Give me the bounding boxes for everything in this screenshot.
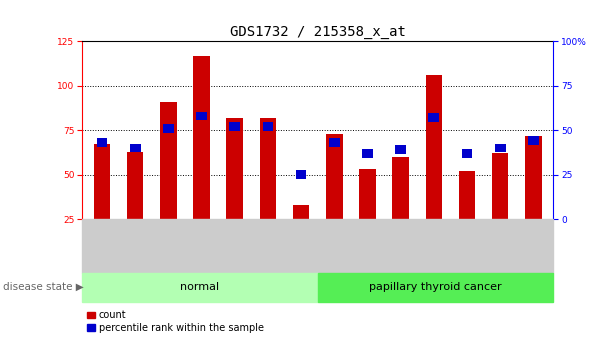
Bar: [229, 122, 240, 131]
Bar: [97, 138, 108, 147]
Bar: [196, 111, 207, 120]
Bar: [94, 145, 110, 219]
Bar: [293, 205, 309, 219]
Bar: [160, 102, 177, 219]
Bar: [130, 144, 140, 152]
Bar: [127, 151, 143, 219]
Bar: [359, 169, 376, 219]
Text: disease state ▶: disease state ▶: [3, 282, 84, 292]
Bar: [163, 124, 174, 133]
Bar: [426, 75, 442, 219]
Bar: [295, 170, 306, 179]
Text: normal: normal: [181, 282, 219, 292]
Bar: [528, 137, 539, 145]
Bar: [226, 118, 243, 219]
Bar: [193, 56, 210, 219]
Bar: [362, 149, 373, 158]
Bar: [461, 149, 472, 158]
Bar: [458, 171, 475, 219]
Bar: [263, 122, 274, 131]
Title: GDS1732 / 215358_x_at: GDS1732 / 215358_x_at: [230, 25, 406, 39]
Text: papillary thyroid cancer: papillary thyroid cancer: [369, 282, 502, 292]
Legend: count, percentile rank within the sample: count, percentile rank within the sample: [87, 310, 264, 333]
Bar: [392, 157, 409, 219]
Bar: [260, 118, 276, 219]
Bar: [329, 138, 340, 147]
Bar: [492, 153, 508, 219]
Bar: [525, 136, 542, 219]
Bar: [395, 145, 406, 154]
Bar: [429, 114, 439, 122]
Bar: [495, 144, 506, 152]
Bar: [326, 134, 342, 219]
